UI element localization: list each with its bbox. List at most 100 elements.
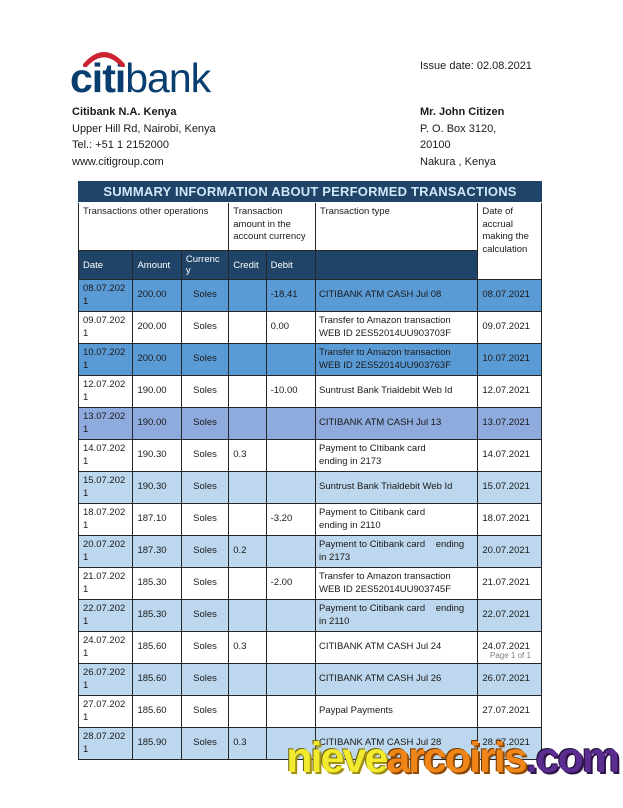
cell-credit <box>228 471 267 504</box>
watermark-arcoiris: arcoiris <box>386 734 527 782</box>
cell-accrual: 28.07.2021 <box>477 727 542 760</box>
watermark-nieve: nieve <box>286 734 388 782</box>
bank-phone: Tel.: +51 1 2152000 <box>72 139 169 151</box>
bank-address-line: Upper Hill Rd, Nairobi, Kenya <box>72 122 216 135</box>
cell-type: Paypal Payments <box>314 695 479 728</box>
cell-debit <box>265 439 317 472</box>
cell-date: 15.07.2021 <box>77 471 134 504</box>
table-row: 14.07.2021 190.30 Soles 0.3 Payment to CItib… <box>77 439 542 472</box>
cell-debit <box>265 727 317 760</box>
table-row: 09.07.2021 200.00 Soles 0.00 Transfer to Ama… <box>77 311 542 344</box>
header-debit: Debit <box>265 250 317 280</box>
cell-date: 14.07.2021 <box>77 439 134 472</box>
table-row: 21.07.2021 185.30 Soles -2.00 Transfer to Am… <box>77 567 542 600</box>
header-credit: Credit <box>228 250 267 280</box>
cell-debit <box>265 599 317 632</box>
header-amount: Amount <box>132 250 182 280</box>
cell-currency: Soles <box>180 599 230 632</box>
cell-debit: -2.00 <box>265 567 317 600</box>
cell-type: Transfer to Amazon transaction WEB ID 2E… <box>314 343 479 376</box>
cell-debit: -18.41 <box>265 279 317 312</box>
cell-amount: 200.00 <box>132 311 182 344</box>
cell-type: Payment to CItibank card ending in 2173 <box>314 439 479 472</box>
cell-amount: 200.00 <box>132 343 182 376</box>
customer-postal-code: 20100 <box>420 139 451 151</box>
cell-date: 28.07.2021 <box>77 727 134 760</box>
citibank-logo: citi bank <box>70 40 211 104</box>
transactions-body: 08.07.2021 200.00 Soles -18.41 CITIBANK ATM … <box>77 279 542 760</box>
cell-type: CITIBANK ATM CASH Jul 13 <box>314 407 479 440</box>
cell-currency: Soles <box>180 471 230 504</box>
cell-type: Transfer to Amazon transaction WEB ID 2E… <box>314 311 479 344</box>
bank-website: www.citigroup.com <box>72 155 164 168</box>
watermark-logo: nievearcoiris.com <box>286 733 620 783</box>
cell-credit: 0.3 <box>228 727 267 760</box>
table-row: 22.07.2021 185.30 Soles Payment to Citibank… <box>77 599 542 632</box>
table-row: 28.07.2021 185.90 Soles 0.3 CITIBANK ATM CAS… <box>77 727 542 760</box>
cell-date: 13.07.2021 <box>77 407 134 440</box>
cell-credit <box>228 599 267 632</box>
cell-amount: 190.30 <box>132 471 182 504</box>
header-accrual-date: Date of accrual making the calculation <box>477 202 542 280</box>
citi-arc-icon <box>83 52 126 67</box>
cell-date: 09.07.2021 <box>77 311 134 344</box>
cell-type: CITIBANK ATM CASH Jul 26 <box>314 663 479 696</box>
header-type-spacer <box>314 250 479 280</box>
cell-credit <box>228 407 267 440</box>
cell-accrual: 27.07.2021 <box>477 695 542 728</box>
header-transaction-type: Transaction type <box>314 202 479 251</box>
table-row: 18.07.2021 187.10 Soles -3.20 Payment to Cit… <box>77 503 542 536</box>
cell-accrual: 10.07.2021 <box>477 343 542 376</box>
header-operations: Transactions other operations <box>77 202 230 251</box>
customer-city: Nakura , Kenya <box>420 155 496 168</box>
cell-type: Payment to Citibank card ending in 2173 <box>314 535 479 568</box>
logo-citi-text: citi <box>70 52 126 104</box>
cell-credit <box>228 311 267 344</box>
bank-name: Citibank N.A. Kenya <box>72 106 177 118</box>
cell-debit <box>265 631 317 664</box>
cell-accrual: 13.07.2021 <box>477 407 542 440</box>
cell-amount: 185.60 <box>132 663 182 696</box>
cell-accrual: 26.07.2021 <box>477 663 542 696</box>
table-row: 27.07.2021 185.60 Soles Paypal Payments 27.0… <box>77 695 542 728</box>
cell-currency: Soles <box>180 407 230 440</box>
cell-accrual: 14.07.2021 <box>477 439 542 472</box>
table-group-header-row: Transactions other operations Transactio… <box>77 202 542 280</box>
transactions-table: SUMMARY INFORMATION ABOUT PERFORMED TRAN… <box>77 181 544 760</box>
cell-type: CITIBANK ATM CASH Jul 08 <box>314 279 479 312</box>
page-number: Page 1 of 1 <box>490 651 531 660</box>
cell-currency: Soles <box>180 503 230 536</box>
cell-debit <box>265 663 317 696</box>
table-title: SUMMARY INFORMATION ABOUT PERFORMED TRAN… <box>78 181 542 203</box>
cell-date: 21.07.2021 <box>77 567 134 600</box>
cell-debit <box>265 695 317 728</box>
customer-address-block: Mr. John Citizen P. O. Box 3120, 20100 N… <box>420 104 504 170</box>
header-amount-currency: Transaction amount in the account curren… <box>228 202 316 251</box>
cell-debit: -10.00 <box>265 375 317 408</box>
cell-type: Payment to Citibank card ending in 2110 <box>314 599 479 632</box>
cell-currency: Soles <box>180 279 230 312</box>
cell-amount: 185.60 <box>132 695 182 728</box>
table-row: 24.07.2021 185.60 Soles 0.3 CITIBANK ATM CAS… <box>77 631 542 664</box>
table-row: 20.07.2021 187.30 Soles 0.2 Payment to Citib… <box>77 535 542 568</box>
table-title-row: SUMMARY INFORMATION ABOUT PERFORMED TRAN… <box>78 181 542 203</box>
table-row: 13.07.2021 190.00 Soles CITIBANK ATM CASH J… <box>77 407 542 440</box>
cell-credit <box>228 695 267 728</box>
cell-amount: 190.00 <box>132 407 182 440</box>
cell-currency: Soles <box>180 567 230 600</box>
cell-currency: Soles <box>180 439 230 472</box>
cell-credit: 0.3 <box>228 439 267 472</box>
cell-amount: 187.10 <box>132 503 182 536</box>
cell-currency: Soles <box>180 663 230 696</box>
header-date: Date <box>77 250 134 280</box>
cell-type: CITIBANK ATM CASH Jul 24 <box>314 631 479 664</box>
logo-bank-text: bank <box>125 55 211 101</box>
cell-credit <box>228 663 267 696</box>
cell-accrual: 09.07.2021 <box>477 311 542 344</box>
cell-date: 10.07.2021 <box>77 343 134 376</box>
table-row: 08.07.2021 200.00 Soles -18.41 CITIBANK ATM … <box>77 279 542 312</box>
cell-date: 12.07.2021 <box>77 375 134 408</box>
cell-debit: -3.20 <box>265 503 317 536</box>
cell-credit <box>228 343 267 376</box>
